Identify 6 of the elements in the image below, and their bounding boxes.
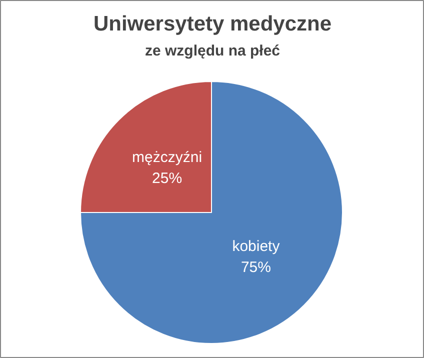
- data-label: 25%: [152, 170, 182, 188]
- slice-label: kobiety: [232, 238, 280, 255]
- slice-label: mężczyźni: [132, 149, 202, 166]
- data-label: 75%: [240, 258, 271, 276]
- chart-subtitle: ze względu na płeć: [144, 42, 280, 60]
- chart-title: Uniwersytety medyczne: [93, 12, 332, 36]
